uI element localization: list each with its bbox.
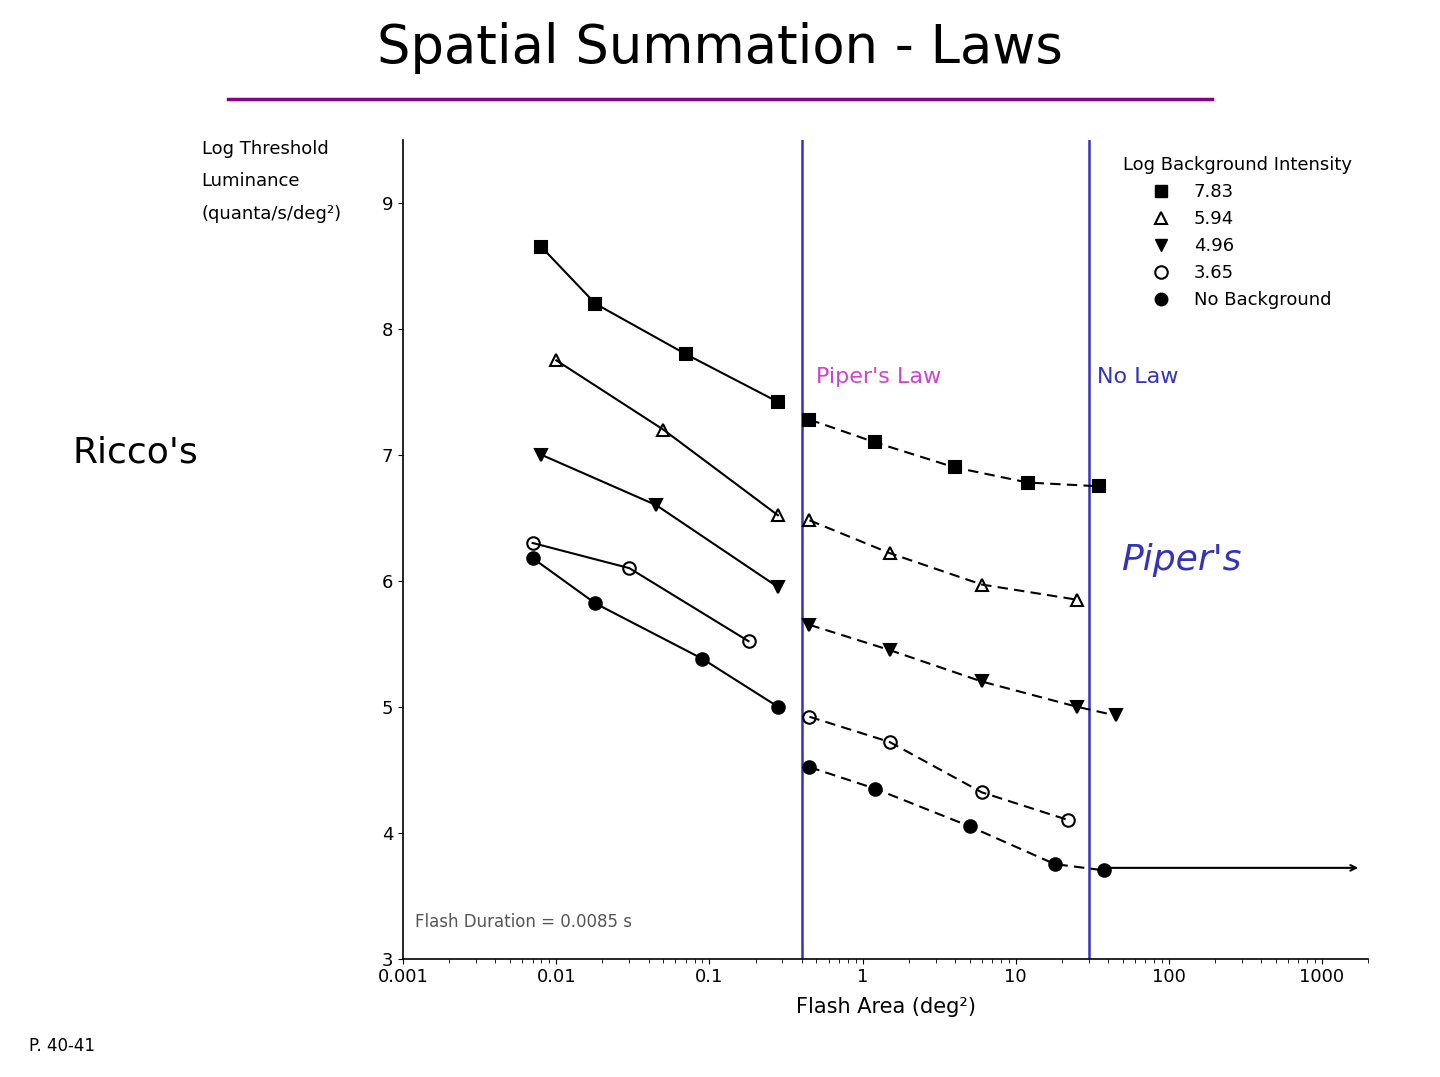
Text: P. 40-41: P. 40-41: [29, 1037, 95, 1055]
Text: Ricco's: Ricco's: [72, 435, 197, 470]
Text: Piper's: Piper's: [1120, 543, 1241, 577]
Legend: 7.83, 5.94, 4.96, 3.65, No Background: 7.83, 5.94, 4.96, 3.65, No Background: [1116, 149, 1359, 317]
Text: No Law: No Law: [1097, 367, 1178, 387]
Text: Flash Duration = 0.0085 s: Flash Duration = 0.0085 s: [415, 913, 632, 931]
Text: Spatial Summation - Laws: Spatial Summation - Laws: [377, 23, 1063, 74]
Text: Luminance: Luminance: [202, 172, 300, 191]
Text: Log Threshold: Log Threshold: [202, 140, 328, 158]
X-axis label: Flash Area (deg²): Flash Area (deg²): [795, 997, 976, 1018]
Text: (quanta/s/deg²): (quanta/s/deg²): [202, 205, 341, 223]
Text: Piper's Law: Piper's Law: [816, 367, 942, 387]
